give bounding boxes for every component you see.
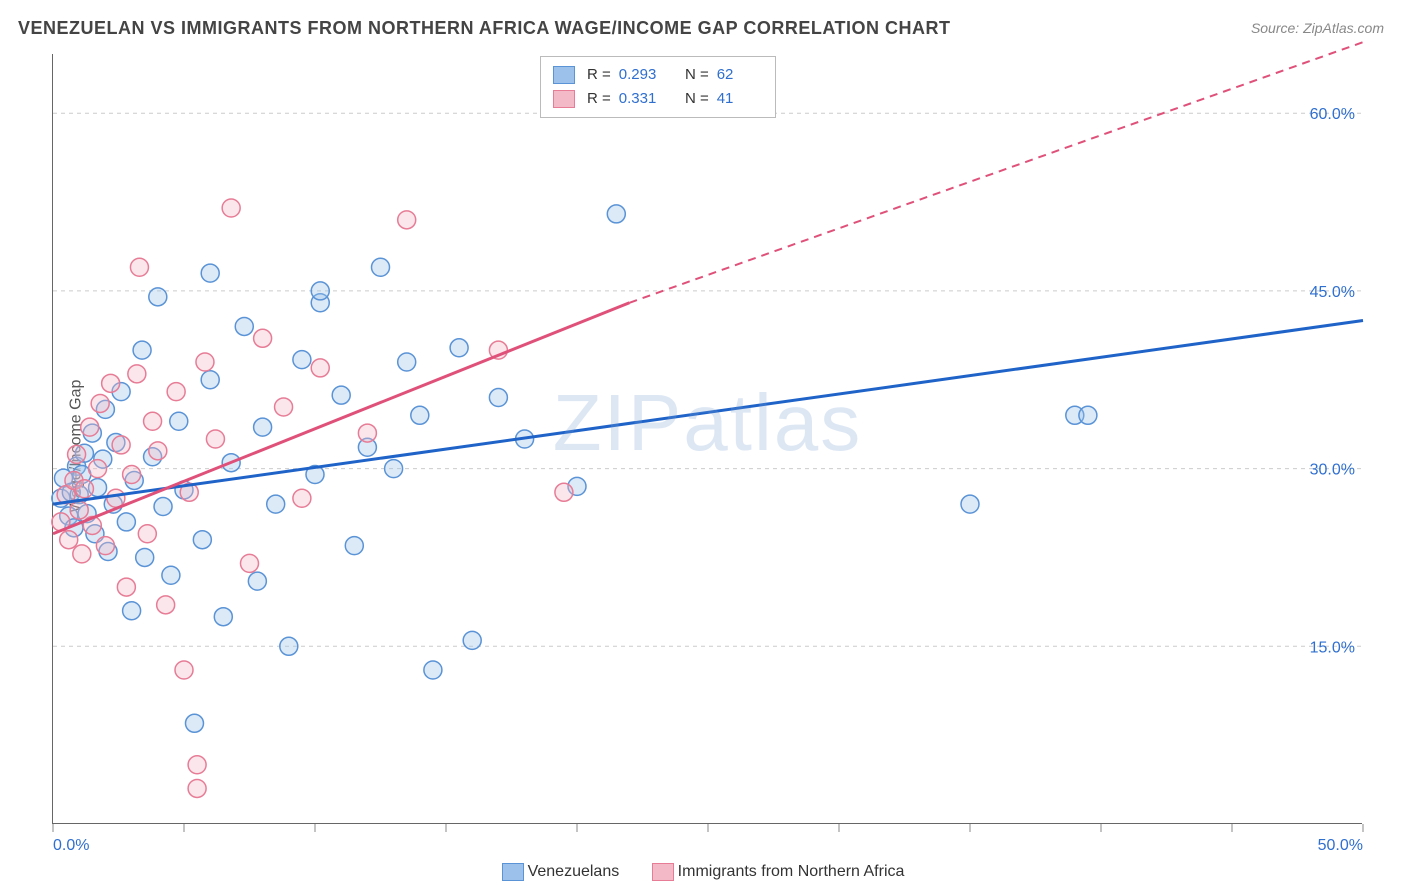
- legend-r-label: R =: [587, 63, 611, 87]
- scatter-point: [275, 398, 293, 416]
- scatter-point: [123, 602, 141, 620]
- scatter-point: [607, 205, 625, 223]
- scatter-point: [398, 211, 416, 229]
- swatch-immigrants-b: [652, 863, 674, 881]
- scatter-point: [463, 631, 481, 649]
- scatter-point: [293, 489, 311, 507]
- legend-n-value-0: 62: [717, 63, 763, 87]
- scatter-point: [332, 386, 350, 404]
- scatter-point: [185, 714, 203, 732]
- svg-text:30.0%: 30.0%: [1310, 462, 1355, 479]
- legend-n-label: N =: [685, 63, 709, 87]
- scatter-point: [1079, 406, 1097, 424]
- scatter-point: [222, 199, 240, 217]
- scatter-point: [144, 412, 162, 430]
- trend-line: [53, 303, 629, 534]
- scatter-point: [81, 418, 99, 436]
- legend-item-immigrants: Immigrants from Northern Africa: [652, 863, 905, 881]
- scatter-point: [112, 436, 130, 454]
- scatter-point: [73, 545, 91, 563]
- scatter-point: [206, 430, 224, 448]
- scatter-point: [89, 460, 107, 478]
- swatch-venezuelans-b: [502, 863, 524, 881]
- scatter-point: [235, 317, 253, 335]
- scatter-point: [162, 566, 180, 584]
- legend-row-immigrants: R = 0.331 N = 41: [553, 87, 763, 111]
- scatter-point: [91, 394, 109, 412]
- r-n-legend: R = 0.293 N = 62 R = 0.331 N = 41: [540, 56, 776, 118]
- scatter-point: [424, 661, 442, 679]
- scatter-point: [117, 513, 135, 531]
- legend-n-value-1: 41: [717, 87, 763, 111]
- chart-title: VENEZUELAN VS IMMIGRANTS FROM NORTHERN A…: [18, 18, 951, 39]
- scatter-point: [241, 554, 259, 572]
- scatter-point: [555, 483, 573, 501]
- scatter-point: [385, 460, 403, 478]
- scatter-point: [149, 442, 167, 460]
- scatter-point: [345, 537, 363, 555]
- scatter-point: [450, 339, 468, 357]
- svg-text:0.0%: 0.0%: [53, 837, 89, 854]
- scatter-point: [293, 351, 311, 369]
- scatter-point: [267, 495, 285, 513]
- scatter-point: [68, 445, 86, 463]
- scatter-point: [136, 548, 154, 566]
- legend-item-venezuelans: Venezuelans: [502, 863, 620, 881]
- scatter-point: [60, 531, 78, 549]
- scatter-point: [358, 424, 376, 442]
- legend-r-label: R =: [587, 87, 611, 111]
- scatter-point: [157, 596, 175, 614]
- swatch-immigrants: [553, 90, 575, 108]
- scatter-point: [411, 406, 429, 424]
- scatter-point: [196, 353, 214, 371]
- svg-text:15.0%: 15.0%: [1310, 639, 1355, 656]
- scatter-point: [96, 537, 114, 555]
- scatter-point: [214, 608, 232, 626]
- scatter-point: [398, 353, 416, 371]
- scatter-point: [188, 756, 206, 774]
- scatter-point: [188, 779, 206, 797]
- svg-text:60.0%: 60.0%: [1310, 106, 1355, 123]
- scatter-point: [75, 480, 93, 498]
- scatter-point: [489, 389, 507, 407]
- scatter-point: [254, 418, 272, 436]
- scatter-point: [311, 282, 329, 300]
- scatter-point: [248, 572, 266, 590]
- scatter-point: [123, 466, 141, 484]
- series-legend: Venezuelans Immigrants from Northern Afr…: [0, 863, 1406, 886]
- scatter-point: [154, 498, 172, 516]
- source-attribution: Source: ZipAtlas.com: [1251, 20, 1384, 36]
- scatter-point: [175, 661, 193, 679]
- scatter-point: [149, 288, 167, 306]
- scatter-point: [167, 383, 185, 401]
- scatter-point: [102, 374, 120, 392]
- legend-label-1: Immigrants from Northern Africa: [678, 863, 905, 881]
- scatter-point: [201, 371, 219, 389]
- trend-line: [53, 321, 1363, 505]
- scatter-plot-area: 15.0%30.0%45.0%60.0%0.0%50.0% ZIPatlas: [52, 54, 1362, 824]
- legend-n-label: N =: [685, 87, 709, 111]
- scatter-point: [117, 578, 135, 596]
- scatter-point: [311, 359, 329, 377]
- svg-text:45.0%: 45.0%: [1310, 284, 1355, 301]
- swatch-venezuelans: [553, 66, 575, 84]
- scatter-point: [201, 264, 219, 282]
- scatter-point: [128, 365, 146, 383]
- legend-r-value-1: 0.331: [619, 87, 665, 111]
- legend-r-value-0: 0.293: [619, 63, 665, 87]
- scatter-point: [130, 258, 148, 276]
- scatter-point: [254, 329, 272, 347]
- scatter-point: [170, 412, 188, 430]
- svg-text:50.0%: 50.0%: [1318, 837, 1363, 854]
- scatter-point: [70, 501, 88, 519]
- scatter-point: [961, 495, 979, 513]
- scatter-point: [133, 341, 151, 359]
- scatter-point: [138, 525, 156, 543]
- legend-row-venezuelans: R = 0.293 N = 62: [553, 63, 763, 87]
- scatter-point: [280, 637, 298, 655]
- legend-label-0: Venezuelans: [528, 863, 620, 881]
- scatter-point: [193, 531, 211, 549]
- scatter-point: [372, 258, 390, 276]
- scatter-plot-svg: 15.0%30.0%45.0%60.0%0.0%50.0%: [53, 54, 1362, 823]
